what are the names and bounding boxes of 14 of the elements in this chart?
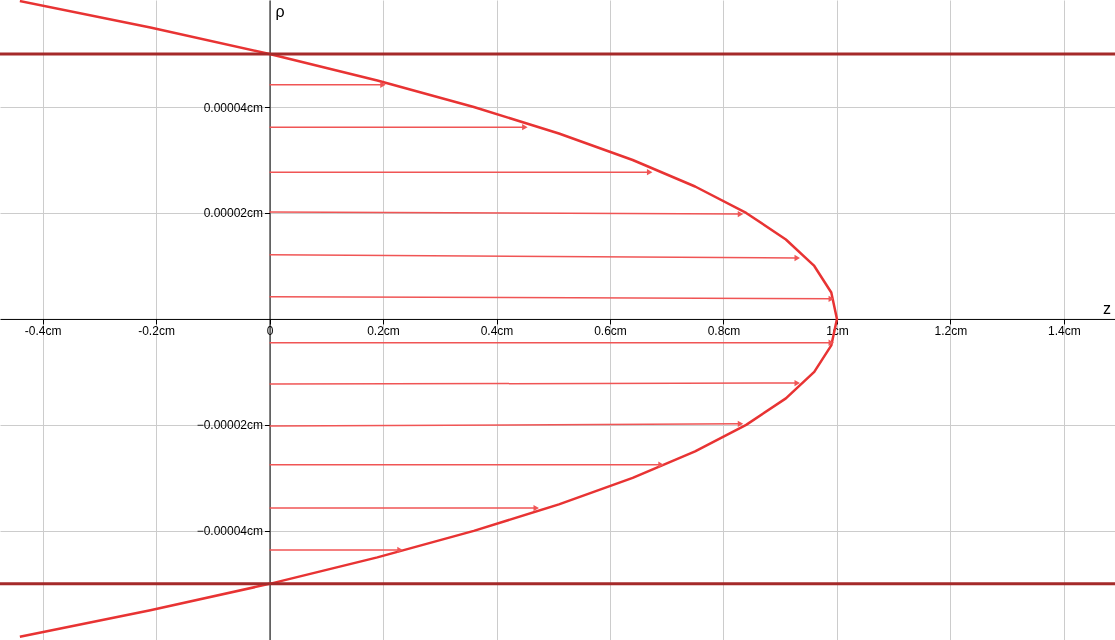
x-tick-label: 0.2cm [367,324,400,339]
x-tick-label: 0.6cm [594,324,627,339]
x-tick-label: -0.4cm [24,324,62,339]
y-tick-label: −0.00002cm [196,418,264,433]
y-axis-title: ρ [275,3,285,20]
x-tick-label: 0.4cm [480,324,514,339]
y-tick-label: −0.00004cm [196,524,264,539]
x-tick-label: 1.4cm [1048,324,1081,339]
y-tick-label: 0.00002cm [203,206,264,221]
y-tick-label: 0.00004cm [203,100,264,115]
x-tick-label: -0.2cm [138,324,175,339]
x-tick-label: 1.2cm [934,324,968,339]
x-axis-title: z [1103,299,1111,317]
x-tick-label: 0.8cm [707,324,741,339]
